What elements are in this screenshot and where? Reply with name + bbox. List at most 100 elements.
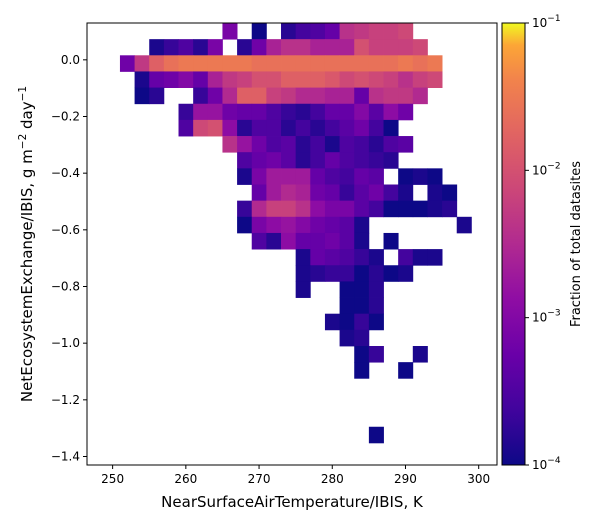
heatmap-cell — [339, 119, 355, 137]
y-tick-label: 0.0 — [61, 53, 80, 67]
heatmap-cell — [368, 346, 384, 363]
heatmap-cell — [237, 216, 253, 234]
heatmap-cell — [354, 362, 370, 379]
heatmap-cell — [310, 184, 326, 202]
heatmap-cell — [193, 119, 209, 137]
heatmap-cell — [339, 23, 355, 40]
heatmap-cell — [295, 200, 311, 218]
y-axis-label: NetEcosystemExchange/IBIS, g m−2 day−1 — [17, 86, 36, 402]
heatmap-cell — [222, 103, 238, 121]
heatmap-cell — [412, 200, 428, 218]
heatmap-cell — [251, 23, 267, 40]
x-tick-label: 270 — [248, 472, 271, 486]
heatmap-cell — [339, 232, 355, 250]
heatmap-cell — [193, 71, 209, 88]
heatmap-cell — [442, 184, 458, 202]
heatmap-cell — [354, 119, 370, 137]
heatmap-cell — [324, 200, 340, 218]
colorbar-label: Fraction of total datasites — [569, 161, 584, 327]
heatmap-cell — [324, 249, 340, 266]
heatmap-cell — [251, 200, 267, 218]
heatmap-cell — [368, 297, 384, 315]
heatmap-cell — [295, 55, 311, 72]
heatmap-cell — [354, 168, 370, 185]
heatmap-cell — [237, 119, 253, 137]
heatmap-cell — [354, 313, 370, 331]
heatmap-cell — [310, 23, 326, 40]
heatmap-cell — [310, 39, 326, 56]
heatmap-cell — [266, 168, 282, 185]
heatmap-cell — [339, 55, 355, 72]
heatmap-cell — [310, 71, 326, 88]
heatmap-cell — [251, 136, 267, 153]
heatmap-cell — [149, 55, 165, 72]
heatmap-cell — [324, 23, 340, 40]
heatmap-cell — [412, 346, 428, 363]
heatmap-cell — [324, 232, 340, 250]
heatmap-cell — [324, 87, 340, 105]
heatmap-cell — [295, 103, 311, 121]
heatmap-cell — [339, 216, 355, 234]
heatmap-cell — [339, 136, 355, 153]
heatmap-cell — [339, 329, 355, 347]
heatmap-cell — [354, 39, 370, 56]
heatmap-cell — [383, 71, 399, 88]
colorbar-ticks: 10−1 10−2 10−3 10−4 — [525, 14, 561, 472]
heatmap-cell — [398, 55, 414, 72]
heatmap-cell — [134, 87, 150, 105]
heatmap-cell — [222, 87, 238, 105]
colorbar-tick-label: 10−3 — [532, 309, 561, 325]
heatmap-cell — [178, 119, 194, 137]
heatmap-cell — [383, 103, 399, 121]
heatmap-cell — [237, 152, 253, 169]
heatmap-cell — [354, 184, 370, 202]
heatmap-cell — [368, 168, 384, 185]
heatmap-cell — [354, 200, 370, 218]
heatmap-cell — [266, 103, 282, 121]
heatmap-cell — [368, 119, 384, 137]
heatmap-cell — [222, 55, 238, 72]
heatmap-cell — [163, 39, 179, 56]
heatmap-cell — [119, 55, 135, 72]
heatmap-cell — [324, 136, 340, 153]
heatmap-cell — [412, 249, 428, 266]
heatmap-cell — [354, 329, 370, 347]
x-tick-label: 300 — [467, 472, 490, 486]
heatmap-cell — [207, 39, 223, 56]
heatmap-cell — [368, 71, 384, 88]
heatmap-cell — [383, 232, 399, 250]
heatmap-cell — [281, 103, 297, 121]
heatmap-cell — [368, 103, 384, 121]
x-tick-label: 260 — [174, 472, 197, 486]
heatmap-cell — [383, 87, 399, 105]
heatmap-cell — [368, 265, 384, 282]
heatmap-cell — [178, 71, 194, 88]
heatmap-cell — [266, 55, 282, 72]
heatmap-cell — [398, 87, 414, 105]
heatmap-cell — [251, 184, 267, 202]
heatmap-cell — [310, 152, 326, 169]
heatmap-cell — [368, 313, 384, 331]
heatmap-cell — [368, 281, 384, 298]
y-tick-label: −0.8 — [51, 280, 80, 294]
heatmap-cell — [324, 152, 340, 169]
heatmap-cell — [324, 39, 340, 56]
heatmap-cell — [368, 200, 384, 218]
heatmap-cell — [398, 265, 414, 282]
heatmap-cell — [339, 265, 355, 282]
heatmap-cell — [295, 281, 311, 298]
heatmap-cell — [383, 39, 399, 56]
heatmap-cell — [383, 200, 399, 218]
heatmap-cell — [295, 184, 311, 202]
y-tick-label: −1.4 — [51, 450, 80, 464]
heatmap-cell — [134, 71, 150, 88]
heatmap-cell — [281, 119, 297, 137]
x-axis-label: NearSurfaceAirTemperature/IBIS, K — [161, 493, 424, 511]
heatmap-cell — [324, 184, 340, 202]
heatmap-cell — [398, 71, 414, 88]
heatmap-cell — [237, 200, 253, 218]
heatmap-cell — [324, 103, 340, 121]
heatmap-cell — [193, 39, 209, 56]
